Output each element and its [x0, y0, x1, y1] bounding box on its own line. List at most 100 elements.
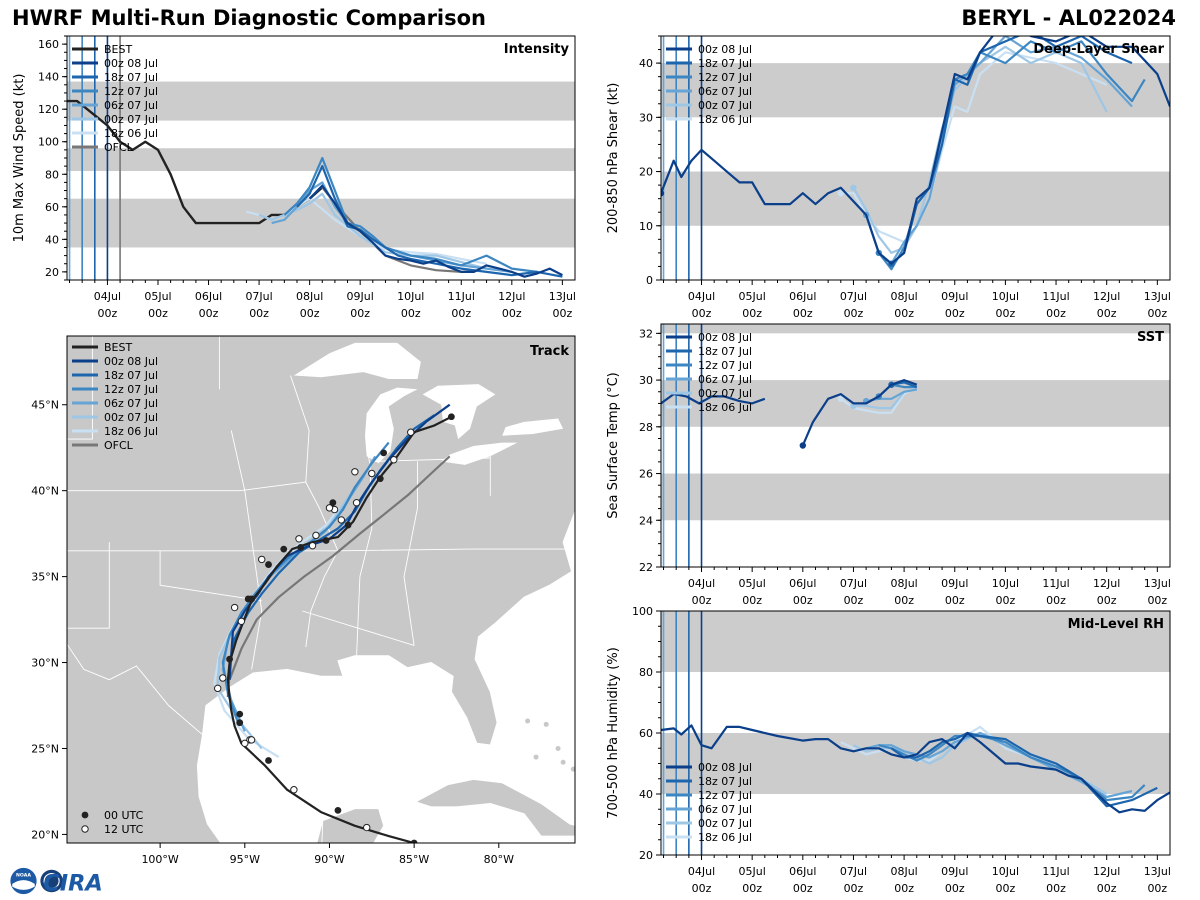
state-border: [356, 447, 373, 656]
land-mass: [67, 336, 575, 843]
lat-tick-label: 45°N: [31, 399, 59, 412]
x-tick-label: 13Jul: [1144, 865, 1171, 878]
x-tick-label: 08Jul: [890, 865, 917, 878]
state-border: [67, 542, 110, 629]
legend-label: 12z 07 Jul: [698, 359, 752, 372]
plot-area-intensity: [67, 36, 575, 280]
state-border: [343, 872, 360, 881]
y-tick-label: 28: [639, 421, 653, 434]
marker-12utc: [230, 603, 239, 612]
x-tick-label: 00z: [692, 882, 712, 895]
legend-marker-00: [81, 811, 89, 819]
x-tick-label: 00z: [996, 307, 1016, 320]
x-tick-label: 00z: [552, 307, 572, 320]
x-tick-label: 00z: [1046, 882, 1066, 895]
y-tick-label: 160: [38, 38, 59, 51]
x-tick-label: 07Jul: [840, 865, 867, 878]
x-tick-label: 05Jul: [144, 290, 171, 303]
panel-title: Intensity: [504, 42, 570, 57]
legend-label: 00z 07 Jul: [104, 113, 158, 126]
x-tick-label: 05Jul: [739, 577, 766, 590]
x-tick-label: 08Jul: [296, 290, 323, 303]
x-tick-label: 04Jul: [94, 290, 121, 303]
legend-label: 00z 08 Jul: [104, 355, 158, 368]
lake-michigan: [365, 387, 418, 464]
marker-12utc: [325, 504, 334, 512]
x-tick-label: 09Jul: [347, 290, 374, 303]
x-tick-label: 12Jul: [1093, 865, 1120, 878]
x-tick-label: 00z: [894, 594, 914, 607]
x-tick-label: 00z: [945, 307, 965, 320]
y-tick-label: 60: [45, 201, 59, 214]
legend-label: 18z 06 Jul: [104, 425, 158, 438]
init-point: [850, 184, 857, 192]
series-line: [890, 731, 1158, 808]
y-axis-label: Sea Surface Temp (°C): [606, 372, 621, 519]
y-tick-label: 40: [639, 57, 653, 70]
x-tick-label: 00z: [350, 307, 370, 320]
state-border: [67, 481, 306, 492]
storm-id-title: BERYL - AL022024: [961, 6, 1176, 30]
init-point: [837, 395, 844, 402]
y-tick-label: 20: [639, 849, 653, 862]
plot-area-sst: [661, 324, 1170, 567]
y-tick-label: 32: [639, 327, 653, 340]
bahamas-island: [543, 721, 549, 727]
lat-tick-label: 30°N: [31, 657, 59, 670]
x-tick-label: 06Jul: [789, 290, 816, 303]
legend-label: 06z 07 Jul: [104, 99, 158, 112]
y-tick-label: 20: [45, 266, 59, 279]
lake-huron: [422, 384, 496, 440]
legend-label: BEST: [104, 43, 132, 56]
marker-legend-label: 12 UTC: [104, 823, 144, 836]
legend-label: 00z 07 Jul: [104, 411, 158, 424]
marker-12utc: [351, 468, 359, 476]
y-axis-label: 200-850 hPa Shear (kt): [606, 83, 621, 234]
x-tick-label: 08Jul: [890, 577, 917, 590]
x-tick-label: 00z: [98, 307, 118, 320]
shade-band: [661, 324, 1170, 334]
x-tick-label: 09Jul: [941, 577, 968, 590]
y-tick-label: 0: [646, 274, 653, 287]
lon-tick-label: 100°W: [141, 853, 178, 866]
x-tick-label: 00z: [742, 307, 762, 320]
x-tick-label: 00z: [996, 594, 1016, 607]
marker-00utc: [376, 475, 384, 483]
x-tick-label: 10Jul: [992, 290, 1019, 303]
marker-00utc: [447, 413, 455, 421]
marker-12utc: [237, 617, 246, 625]
x-tick-label: 00z: [1147, 307, 1167, 320]
panel-track: 100°W 95°W 90°W 85°W 80°W 20°N 25°N 30°N 35°N 40°…: [31, 335, 576, 881]
init-point: [837, 190, 844, 197]
y-tick-label: 140: [38, 71, 59, 84]
legend-label: 18z 07 Jul: [104, 71, 158, 84]
x-tick-label: 00z: [793, 307, 813, 320]
state-border: [67, 643, 203, 736]
lake-ontario: [502, 418, 564, 436]
series-line: [661, 724, 1170, 814]
x-tick-label: 04Jul: [688, 577, 715, 590]
legend-label: 00z 07 Jul: [698, 99, 752, 112]
x-tick-label: 00z: [793, 594, 813, 607]
legend-label: 12z 07 Jul: [698, 71, 752, 84]
x-tick-label: 06Jul: [195, 290, 222, 303]
x-tick-label: 00z: [1046, 307, 1066, 320]
y-tick-label: 30: [639, 374, 653, 387]
marker-00utc: [265, 757, 272, 764]
x-tick-label: 00z: [692, 307, 712, 320]
legend-label: 06z 07 Jul: [698, 373, 752, 386]
legend-label: 00z 07 Jul: [698, 817, 752, 830]
legend-label: 06z 07 Jul: [698, 85, 752, 98]
marker-00utc: [236, 719, 244, 727]
lat-tick-label: 20°N: [31, 828, 59, 841]
shade-band: [67, 198, 575, 248]
series-line: [661, 36, 1170, 265]
lon-tick-label: 80°W: [484, 853, 514, 866]
marker-legend-label: 00 UTC: [104, 809, 144, 822]
y-tick-label: 30: [639, 111, 653, 124]
marker-12utc: [352, 499, 361, 507]
bahamas-island: [533, 754, 539, 760]
legend-label: 12z 07 Jul: [104, 383, 158, 396]
y-axis-label: 700-500 hPa Humidity (%): [606, 647, 621, 819]
legend-label: 00z 08 Jul: [104, 57, 158, 70]
